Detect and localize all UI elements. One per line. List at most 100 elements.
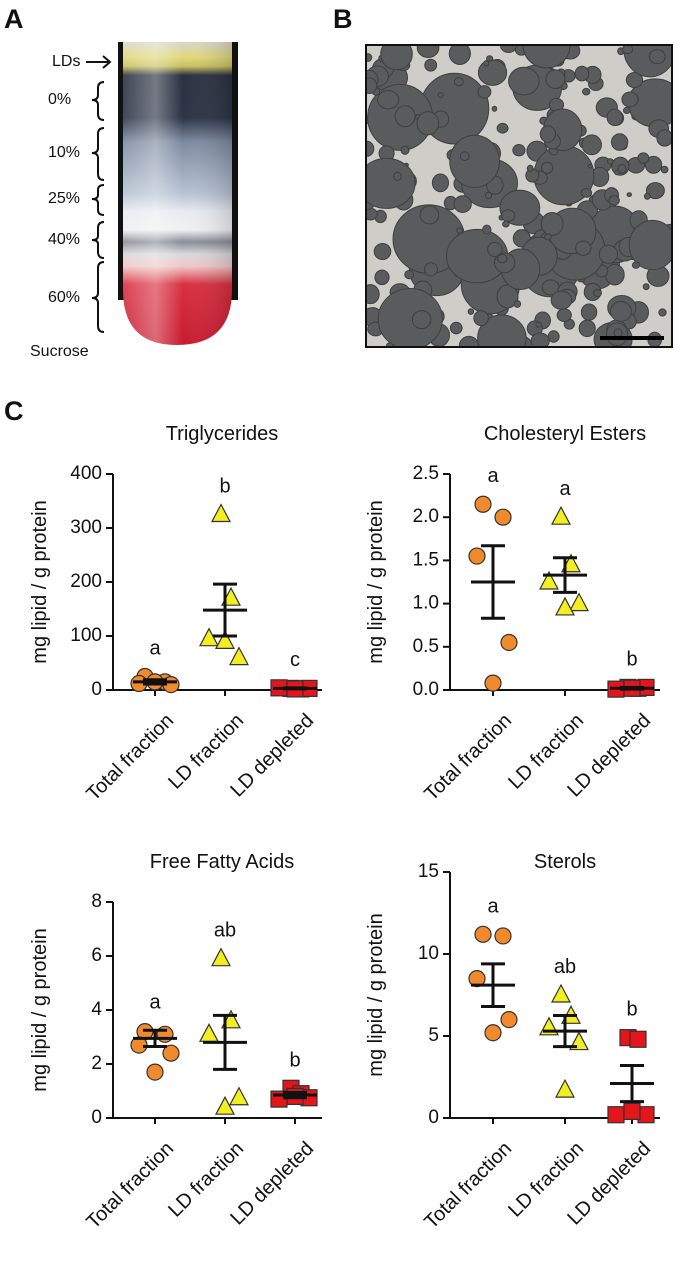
data-point: [494, 927, 512, 945]
significance-letter: a: [559, 478, 571, 500]
droplet: [377, 288, 443, 346]
droplet: [540, 211, 564, 236]
chart: Triglycerides mg lipid / g protein 0 100 200…: [29, 423, 322, 805]
droplet: [631, 261, 641, 269]
droplet: [416, 46, 440, 58]
y-tick-label: 5: [428, 1025, 439, 1046]
panel-label: A: [4, 4, 24, 34]
x-tick-label: Total fraction: [82, 710, 178, 806]
y-tick-label: 400: [70, 463, 102, 484]
droplet: [508, 66, 540, 96]
droplet: [550, 290, 573, 310]
droplet: [643, 192, 651, 200]
droplet: [448, 46, 471, 65]
panel-label: B: [333, 4, 353, 34]
droplet: [575, 240, 592, 256]
y-tick-label: 100: [70, 625, 102, 646]
y-tick-label: 15: [418, 861, 439, 882]
droplet: [487, 241, 503, 257]
droplet: [424, 262, 438, 277]
droplet: [580, 187, 593, 198]
droplet: [419, 205, 440, 225]
droplet: [459, 151, 470, 162]
droplet: [500, 46, 518, 53]
droplet: [367, 77, 378, 95]
droplet: [377, 90, 400, 110]
significance-letter: ab: [554, 956, 576, 978]
data-point: [211, 503, 231, 523]
y-tick-label: 2.5: [413, 463, 439, 484]
droplet: [578, 319, 596, 338]
droplet: [500, 209, 516, 222]
y-tick-label: 200: [70, 571, 102, 592]
droplet: [394, 105, 416, 128]
droplet: [610, 133, 629, 151]
droplet: [497, 253, 508, 264]
droplet: [545, 69, 566, 90]
droplet: [404, 269, 415, 280]
droplet: [367, 157, 416, 209]
data-point: [500, 633, 518, 652]
y-tick-label: 10: [418, 943, 439, 964]
droplet: [539, 125, 556, 143]
y-tick-label: 0: [91, 679, 102, 700]
droplet: [416, 111, 440, 136]
data-point: [494, 508, 512, 526]
y-tick-label: 2: [91, 1053, 102, 1074]
droplet-group: [367, 46, 671, 346]
y-tick-label: 300: [70, 517, 102, 538]
significance-letter: a: [487, 895, 499, 917]
droplet: [656, 129, 671, 147]
data-point: [484, 1024, 502, 1042]
tube-label: LDs: [52, 53, 80, 70]
x-tick-label: Total fraction: [82, 1138, 178, 1234]
data-point: [229, 1086, 249, 1106]
y-tick-label: 6: [91, 945, 102, 966]
data-point: [484, 674, 502, 692]
droplet: [477, 59, 508, 86]
data-point: [468, 547, 486, 565]
droplet: [411, 310, 432, 330]
tube-gloss: [123, 42, 232, 345]
significance-letter: b: [289, 1049, 300, 1071]
droplet: [486, 55, 494, 62]
micrograph-frame: [365, 44, 673, 348]
droplet: [580, 303, 598, 321]
y-tick-label: 8: [91, 891, 102, 912]
droplet: [610, 301, 632, 322]
y-tick-label: 0: [91, 1107, 102, 1128]
droplet: [614, 169, 620, 176]
droplet: [437, 92, 444, 98]
data-point: [551, 983, 571, 1003]
chart-title: Triglycerides: [166, 423, 279, 445]
droplet: [367, 140, 375, 157]
droplet: [598, 244, 619, 264]
chart: Sterols mg lipid / g protein 0 5 10 15 Total f…: [365, 851, 660, 1233]
droplet: [574, 65, 590, 82]
droplet: [541, 161, 554, 174]
droplet: [606, 158, 614, 165]
droplet: [482, 224, 492, 235]
tube-label: 0%: [48, 91, 71, 108]
significance-letter: a: [149, 638, 161, 660]
y-tick-label: 1.0: [413, 593, 439, 614]
chart-title: Sterols: [534, 851, 596, 873]
significance-letter: b: [626, 999, 637, 1021]
droplet: [374, 269, 390, 286]
data-point: [569, 592, 589, 612]
droplet: [581, 134, 602, 156]
droplet: [604, 263, 625, 286]
droplet: [556, 308, 572, 322]
y-tick-label: 4: [91, 999, 102, 1020]
data-point: [146, 1063, 164, 1081]
droplet: [496, 122, 509, 134]
droplet: [526, 164, 534, 173]
droplet: [644, 155, 663, 174]
data-point: [500, 1010, 518, 1029]
significance-letter: a: [149, 991, 161, 1013]
droplet: [513, 300, 522, 308]
y-tick-label: 0.5: [413, 636, 439, 657]
tube-label: 40%: [48, 231, 80, 248]
droplet: [431, 173, 450, 193]
